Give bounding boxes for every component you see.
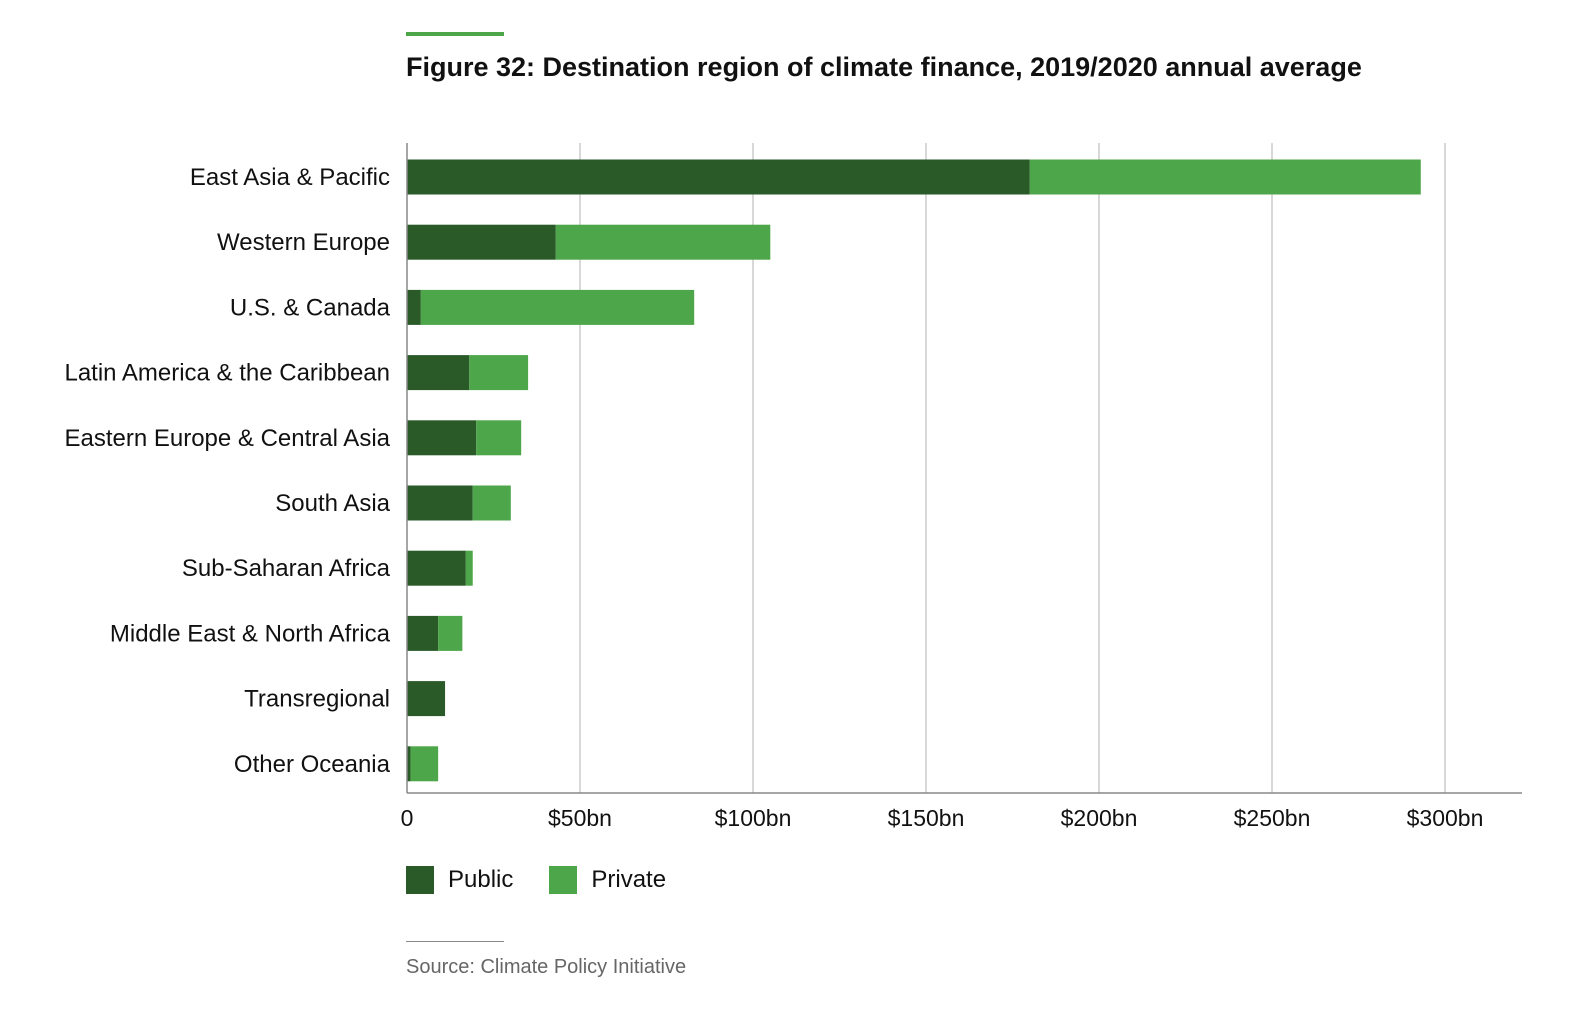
bar-private-10 [410, 746, 439, 782]
bars [407, 159, 1421, 782]
category-label: East Asia & Pacific [190, 164, 390, 191]
legend-item-private: Private [549, 866, 666, 894]
legend: Public Private [406, 866, 702, 894]
x-tick-label: $150bn [888, 805, 965, 831]
bar-public-3 [407, 289, 421, 325]
bar-public-7 [407, 550, 466, 586]
bar-public-2 [407, 224, 556, 260]
axes [406, 143, 1522, 794]
source-rule [406, 941, 504, 942]
title-accent-rule [406, 32, 504, 36]
source-note: Source: Climate Policy Initiative [406, 956, 687, 978]
category-label: South Asia [275, 490, 390, 517]
bar-private-7 [465, 550, 473, 586]
bar-public-9 [407, 681, 446, 717]
legend-item-public: Public [406, 866, 513, 894]
category-label: Latin America & the Caribbean [64, 360, 390, 387]
bar-public-8 [407, 615, 439, 651]
category-label: Transregional [244, 686, 390, 713]
bar-private-6 [472, 485, 511, 521]
bar-public-1 [407, 159, 1030, 195]
bar-private-4 [469, 355, 529, 391]
category-label: Other Oceania [234, 751, 391, 778]
bar-private-2 [555, 224, 771, 260]
legend-swatch-private [549, 866, 578, 894]
category-label: Sub-Saharan Africa [182, 555, 391, 582]
x-tick-label: $300bn [1407, 805, 1484, 831]
category-label: Western Europe [217, 229, 390, 256]
bar-public-4 [407, 355, 470, 391]
category-labels: East Asia & Pacific Western Europe U.S. & … [64, 164, 390, 778]
legend-swatch-public [406, 866, 434, 894]
x-tick-label: 0 [401, 805, 414, 831]
x-tick-label: $50bn [548, 805, 612, 831]
figure-title: Figure 32: Destination region of climate… [406, 52, 1362, 82]
x-tick-label: $250bn [1234, 805, 1311, 831]
x-tick-labels: 0 $50bn $100bn $150bn $200bn $250bn $300bn [401, 805, 1484, 831]
bar-private-8 [438, 615, 463, 651]
category-label: Eastern Europe & Central Asia [64, 425, 390, 452]
bar-public-5 [407, 420, 477, 456]
bar-private-5 [476, 420, 522, 456]
bar-private-1 [1029, 159, 1421, 195]
x-tick-label: $100bn [715, 805, 792, 831]
category-label: Middle East & North Africa [110, 620, 391, 647]
bar-private-3 [420, 289, 695, 325]
legend-label-public: Public [448, 866, 514, 893]
legend-label-private: Private [591, 866, 667, 893]
bar-public-10 [407, 746, 411, 782]
bar-public-6 [407, 485, 473, 521]
category-label: U.S. & Canada [230, 294, 391, 321]
x-tick-label: $200bn [1061, 805, 1138, 831]
